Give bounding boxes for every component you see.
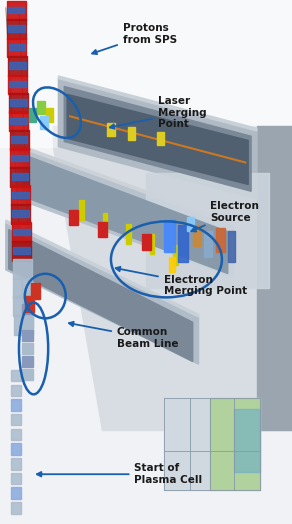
Bar bbox=[193, 225, 201, 246]
Bar bbox=[9, 81, 26, 87]
Bar bbox=[10, 118, 27, 124]
Bar bbox=[29, 108, 36, 122]
Polygon shape bbox=[67, 94, 248, 184]
Bar bbox=[13, 247, 30, 254]
Bar bbox=[216, 228, 225, 252]
Bar bbox=[107, 123, 115, 136]
Bar bbox=[10, 148, 29, 168]
Bar bbox=[187, 217, 194, 231]
Bar bbox=[13, 259, 32, 279]
Polygon shape bbox=[18, 144, 234, 225]
Polygon shape bbox=[234, 409, 260, 472]
Bar bbox=[11, 443, 21, 455]
Bar bbox=[8, 56, 27, 76]
Bar bbox=[11, 429, 21, 440]
Bar bbox=[173, 245, 178, 265]
Bar bbox=[8, 7, 25, 13]
Bar bbox=[46, 108, 53, 122]
Bar bbox=[98, 222, 107, 237]
Polygon shape bbox=[58, 79, 257, 199]
Bar bbox=[22, 304, 33, 314]
Bar bbox=[11, 167, 29, 187]
Bar bbox=[7, 19, 26, 39]
Bar bbox=[8, 74, 27, 94]
Bar bbox=[8, 25, 25, 31]
Bar bbox=[11, 399, 21, 411]
Bar bbox=[9, 62, 26, 69]
Polygon shape bbox=[210, 398, 260, 490]
Bar bbox=[178, 225, 188, 262]
Bar bbox=[22, 343, 33, 354]
Bar bbox=[103, 213, 107, 233]
Bar bbox=[157, 132, 164, 145]
Bar bbox=[6, 1, 26, 20]
Bar bbox=[169, 257, 175, 272]
Bar bbox=[14, 315, 33, 335]
Bar bbox=[11, 502, 21, 514]
Bar bbox=[150, 234, 154, 254]
Text: Protons
from SPS: Protons from SPS bbox=[92, 23, 177, 54]
Bar bbox=[10, 99, 27, 105]
Text: Start of
Plasma Cell: Start of Plasma Cell bbox=[37, 463, 202, 485]
Bar bbox=[11, 385, 21, 396]
Bar bbox=[11, 487, 21, 499]
Bar bbox=[228, 231, 235, 262]
Bar bbox=[9, 112, 28, 132]
Polygon shape bbox=[9, 230, 193, 362]
Bar bbox=[126, 224, 131, 244]
Bar bbox=[22, 330, 33, 341]
Polygon shape bbox=[53, 126, 292, 147]
Bar bbox=[11, 136, 27, 143]
Bar bbox=[11, 204, 30, 224]
Polygon shape bbox=[23, 155, 228, 274]
Text: Electron
Merging Point: Electron Merging Point bbox=[116, 267, 247, 297]
Bar bbox=[257, 126, 292, 430]
Bar bbox=[69, 210, 78, 225]
Bar bbox=[146, 173, 269, 288]
Text: Electron
Source: Electron Source bbox=[191, 201, 259, 232]
Bar bbox=[7, 38, 26, 58]
Bar bbox=[12, 173, 28, 180]
Bar bbox=[13, 297, 32, 316]
Bar bbox=[11, 370, 21, 381]
Bar bbox=[13, 210, 29, 216]
Bar bbox=[128, 127, 135, 140]
Bar bbox=[22, 317, 33, 328]
Bar bbox=[12, 223, 31, 243]
Bar bbox=[31, 283, 40, 299]
Bar bbox=[11, 458, 21, 470]
Polygon shape bbox=[64, 86, 251, 191]
Bar bbox=[22, 369, 33, 380]
Bar bbox=[164, 220, 175, 252]
Bar bbox=[12, 192, 29, 198]
Bar bbox=[164, 398, 260, 490]
Bar bbox=[22, 356, 33, 367]
Bar bbox=[11, 185, 30, 205]
Bar bbox=[11, 155, 28, 161]
Polygon shape bbox=[18, 147, 234, 278]
Bar bbox=[142, 234, 151, 250]
Bar bbox=[204, 231, 212, 257]
Bar bbox=[0, 0, 292, 147]
Bar bbox=[22, 291, 33, 301]
Bar bbox=[12, 241, 31, 261]
Bar bbox=[37, 101, 45, 114]
Bar bbox=[40, 116, 48, 129]
Polygon shape bbox=[58, 76, 257, 131]
Polygon shape bbox=[6, 223, 199, 364]
Bar bbox=[13, 278, 32, 298]
Bar bbox=[11, 414, 21, 425]
Bar bbox=[13, 229, 29, 235]
Polygon shape bbox=[6, 220, 199, 317]
Bar bbox=[79, 200, 84, 220]
Text: Laser
Merging
Point: Laser Merging Point bbox=[110, 96, 206, 129]
Bar bbox=[10, 130, 29, 150]
Bar bbox=[11, 473, 21, 484]
Polygon shape bbox=[53, 147, 292, 430]
Bar bbox=[25, 296, 34, 312]
Text: Common
Beam Line: Common Beam Line bbox=[69, 322, 178, 349]
Bar bbox=[9, 93, 28, 113]
Bar bbox=[8, 44, 25, 50]
